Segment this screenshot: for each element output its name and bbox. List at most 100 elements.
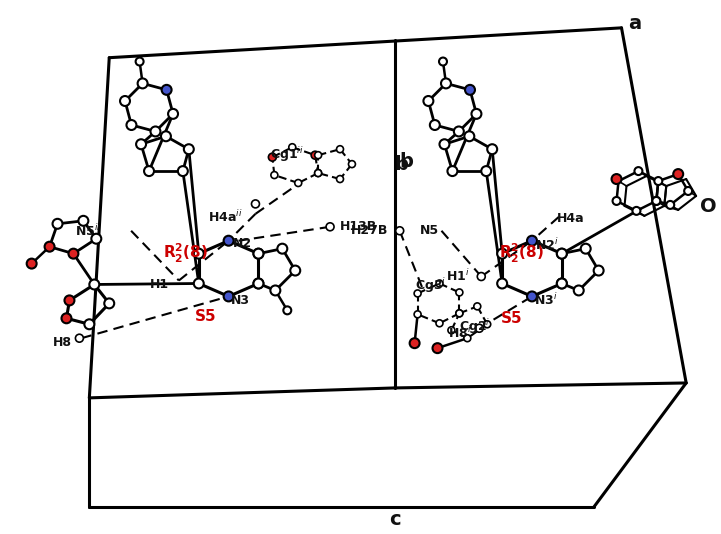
Circle shape xyxy=(278,244,287,254)
Circle shape xyxy=(53,219,63,229)
Circle shape xyxy=(224,235,234,246)
Circle shape xyxy=(436,320,443,327)
Circle shape xyxy=(414,311,421,318)
Circle shape xyxy=(194,249,204,258)
Circle shape xyxy=(184,144,194,154)
Circle shape xyxy=(580,244,590,254)
Text: N3: N3 xyxy=(231,294,249,307)
Circle shape xyxy=(252,200,260,208)
Text: Cg2$^i$: Cg2$^i$ xyxy=(459,317,491,336)
Circle shape xyxy=(268,153,276,161)
Text: N5$^{ii}$: N5$^{ii}$ xyxy=(75,223,101,239)
Text: H8$^i$: H8$^i$ xyxy=(448,325,472,341)
Circle shape xyxy=(270,286,280,295)
Circle shape xyxy=(666,201,674,209)
Circle shape xyxy=(472,109,482,119)
Circle shape xyxy=(136,58,143,66)
Text: $\mathbf{R_2^2(8)}$: $\mathbf{R_2^2(8)}$ xyxy=(164,242,208,265)
Text: Cg1$^{ii}$: Cg1$^{ii}$ xyxy=(270,145,304,163)
Circle shape xyxy=(593,265,603,276)
Circle shape xyxy=(684,187,692,195)
Circle shape xyxy=(439,58,447,66)
Circle shape xyxy=(314,170,322,177)
Text: b: b xyxy=(394,155,409,174)
Circle shape xyxy=(613,197,621,205)
Circle shape xyxy=(433,343,443,353)
Circle shape xyxy=(448,166,457,176)
Circle shape xyxy=(295,179,301,186)
Circle shape xyxy=(414,290,421,297)
Text: N2: N2 xyxy=(233,237,252,250)
Circle shape xyxy=(673,169,684,179)
Circle shape xyxy=(464,335,471,342)
Circle shape xyxy=(436,280,443,287)
Circle shape xyxy=(477,272,485,280)
Circle shape xyxy=(254,249,263,258)
Circle shape xyxy=(557,279,567,288)
Circle shape xyxy=(454,127,464,136)
Text: H4a$^{ii}$: H4a$^{ii}$ xyxy=(208,209,242,225)
Circle shape xyxy=(448,327,455,334)
Circle shape xyxy=(68,249,79,258)
Circle shape xyxy=(76,334,84,342)
Circle shape xyxy=(45,242,55,252)
Circle shape xyxy=(254,279,263,288)
Text: N2$^i$: N2$^i$ xyxy=(535,237,559,253)
Circle shape xyxy=(440,139,449,149)
Text: H27B: H27B xyxy=(350,224,388,237)
Circle shape xyxy=(314,170,322,177)
Circle shape xyxy=(487,144,497,154)
Circle shape xyxy=(151,127,161,136)
Circle shape xyxy=(271,171,278,178)
Circle shape xyxy=(194,279,204,288)
Circle shape xyxy=(527,292,537,301)
Text: H8: H8 xyxy=(53,336,71,349)
Text: H1: H1 xyxy=(150,278,169,291)
Circle shape xyxy=(224,292,234,301)
Text: H13B: H13B xyxy=(340,221,377,233)
Circle shape xyxy=(64,295,74,305)
Circle shape xyxy=(311,151,319,159)
Circle shape xyxy=(475,324,483,332)
Circle shape xyxy=(574,286,584,295)
Circle shape xyxy=(497,279,507,288)
Circle shape xyxy=(178,166,188,176)
Circle shape xyxy=(484,321,491,328)
Text: O: O xyxy=(700,198,717,216)
Circle shape xyxy=(634,167,642,175)
Circle shape xyxy=(79,216,89,226)
Text: S5: S5 xyxy=(501,311,523,326)
Circle shape xyxy=(120,96,130,106)
Circle shape xyxy=(61,313,71,323)
Circle shape xyxy=(653,197,660,205)
Circle shape xyxy=(632,207,640,215)
Circle shape xyxy=(126,120,136,130)
Text: Cg3$^i$: Cg3$^i$ xyxy=(415,276,446,295)
Circle shape xyxy=(611,174,622,184)
Circle shape xyxy=(161,131,171,142)
Circle shape xyxy=(557,249,567,258)
Circle shape xyxy=(314,152,322,159)
Circle shape xyxy=(527,235,537,246)
Circle shape xyxy=(557,279,567,288)
Text: a: a xyxy=(629,14,642,33)
Circle shape xyxy=(497,249,507,258)
Circle shape xyxy=(481,166,491,176)
Circle shape xyxy=(456,289,463,296)
Circle shape xyxy=(348,161,355,168)
Circle shape xyxy=(464,131,474,142)
Circle shape xyxy=(283,307,291,315)
Text: S5: S5 xyxy=(195,309,216,324)
Circle shape xyxy=(84,319,94,329)
Circle shape xyxy=(254,249,263,258)
Text: N3$^i$: N3$^i$ xyxy=(534,293,557,308)
Circle shape xyxy=(423,96,433,106)
Circle shape xyxy=(136,139,146,149)
Circle shape xyxy=(456,310,463,317)
Circle shape xyxy=(89,279,99,289)
Text: c: c xyxy=(389,511,401,529)
Circle shape xyxy=(396,227,404,235)
Circle shape xyxy=(254,279,263,288)
Circle shape xyxy=(291,265,300,276)
Circle shape xyxy=(465,85,475,95)
